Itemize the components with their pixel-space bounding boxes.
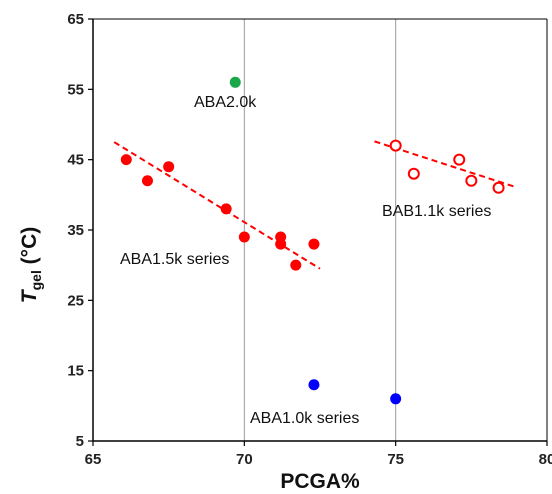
point-series-2-0	[229, 76, 241, 88]
point-series-0-2	[163, 161, 175, 173]
point-series-1-3	[465, 174, 478, 187]
x-tick-label-80: 80	[539, 451, 552, 468]
point-series-1-2	[453, 153, 466, 166]
y-tick-label-5: 5	[76, 433, 84, 450]
annotation-bab11: BAB1.1k series	[382, 203, 491, 220]
annotation-aba10: ABA1.0k series	[250, 410, 359, 427]
gridlines	[243, 19, 397, 441]
annotation-aba20: ABA2.0k	[194, 94, 257, 111]
x-tick-label-70: 70	[236, 451, 253, 468]
y-tick-label-15: 15	[67, 363, 84, 380]
point-series-0-0	[120, 154, 132, 166]
point-series-0-7	[290, 259, 302, 271]
y-tick-label-55: 55	[67, 81, 84, 98]
y-axis-title: Tgel (°C)	[18, 227, 44, 303]
tick-labels: 5 15 25 35 45 55 65 65 70 75 80	[67, 11, 552, 468]
trendline-series-0	[113, 141, 321, 270]
y-tick-label-45: 45	[67, 152, 84, 169]
y-tick-label-35: 35	[67, 222, 84, 239]
x-tick-label-65: 65	[85, 451, 102, 468]
point-series-1-1	[407, 167, 420, 180]
point-series-3-1	[390, 393, 402, 405]
y-tick-label-25: 25	[67, 292, 84, 309]
point-series-1-0	[389, 139, 402, 152]
data-points	[120, 76, 505, 405]
point-series-3-0	[308, 379, 320, 391]
x-tick-label-75: 75	[387, 451, 404, 468]
axes	[88, 18, 548, 446]
y-tick-label-65: 65	[67, 11, 84, 28]
point-series-0-1	[141, 175, 153, 187]
point-series-0-6	[275, 238, 287, 250]
point-series-0-3	[220, 203, 232, 215]
point-series-0-4	[238, 231, 250, 243]
x-axis-title: PCGA%	[280, 470, 360, 493]
annotation-aba15: ABA1.5k series	[120, 251, 229, 268]
point-series-0-8	[308, 238, 320, 250]
point-series-1-4	[492, 181, 505, 194]
